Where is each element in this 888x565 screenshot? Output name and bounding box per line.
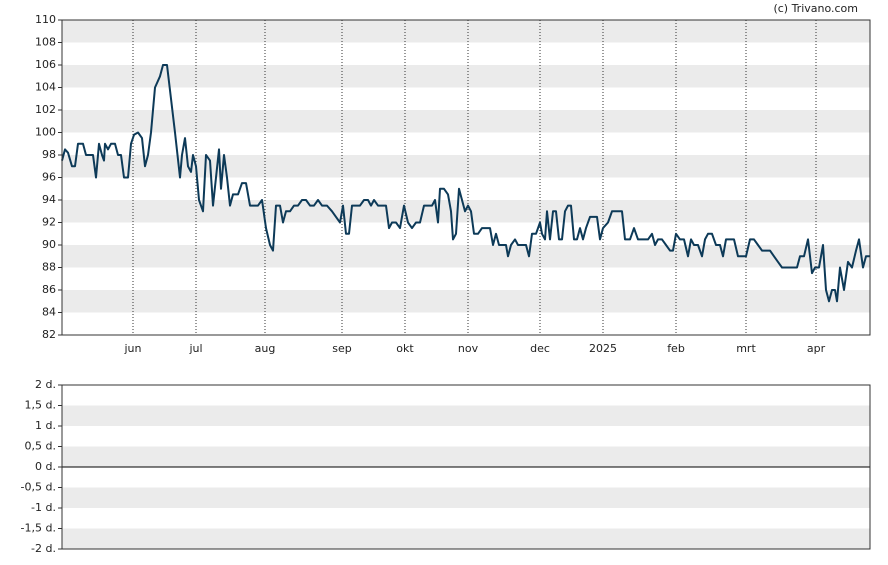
x-tick-label: mrt bbox=[736, 342, 756, 355]
x-tick-label: sep bbox=[332, 342, 351, 355]
x-tick-label: apr bbox=[807, 342, 826, 355]
y-tick-label: 86 bbox=[42, 283, 56, 296]
y-tick-label: 100 bbox=[35, 126, 56, 139]
y-tick-label: 108 bbox=[35, 36, 56, 49]
y-tick-label: 102 bbox=[35, 103, 56, 116]
grid-band bbox=[62, 155, 870, 178]
y-tick-label: -2 d. bbox=[31, 542, 56, 555]
x-tick-label: nov bbox=[458, 342, 479, 355]
grid-band bbox=[62, 65, 870, 88]
x-tick-label: 2025 bbox=[589, 342, 617, 355]
y-tick-label: 0,5 d. bbox=[25, 440, 56, 453]
y-tick-label: 90 bbox=[42, 238, 56, 251]
x-tick-label: jul bbox=[188, 342, 202, 355]
y-tick-label: 96 bbox=[42, 171, 56, 184]
y-tick-label: -0,5 d. bbox=[21, 481, 56, 494]
price-line bbox=[61, 64, 870, 303]
y-tick-label: 88 bbox=[42, 261, 56, 274]
y-tick-label: 106 bbox=[35, 58, 56, 71]
y-tick-label: 1 d. bbox=[35, 419, 56, 432]
y-tick-label: 0 d. bbox=[35, 460, 56, 473]
y-tick-label: 92 bbox=[42, 216, 56, 229]
grid-band bbox=[62, 20, 870, 43]
grid-band bbox=[62, 110, 870, 133]
y-tick-label: 94 bbox=[42, 193, 56, 206]
x-tick-label: okt bbox=[396, 342, 414, 355]
y-tick-label: 1,5 d. bbox=[25, 399, 56, 412]
y-tick-label: 104 bbox=[35, 81, 56, 94]
grid-band bbox=[62, 245, 870, 268]
grid-band bbox=[62, 487, 870, 508]
grid-band bbox=[62, 528, 870, 549]
plot-border bbox=[61, 19, 871, 336]
y-tick-label: 84 bbox=[42, 306, 56, 319]
y-tick-label: -1 d. bbox=[31, 501, 56, 514]
grid-band bbox=[62, 446, 870, 467]
x-tick-label: jun bbox=[124, 342, 142, 355]
x-tick-label: feb bbox=[667, 342, 685, 355]
watermark: (c) Trivano.com bbox=[773, 2, 858, 15]
y-tick-label: -1,5 d. bbox=[21, 522, 56, 535]
x-tick-label: aug bbox=[255, 342, 276, 355]
x-tick-label: dec bbox=[530, 342, 550, 355]
y-tick-label: 82 bbox=[42, 328, 56, 341]
y-tick-label: 98 bbox=[42, 148, 56, 161]
grid-band bbox=[62, 405, 870, 426]
y-tick-label: 110 bbox=[35, 13, 56, 26]
grid-band bbox=[62, 290, 870, 313]
y-tick-label: 2 d. bbox=[35, 378, 56, 391]
plot-border bbox=[61, 384, 871, 550]
